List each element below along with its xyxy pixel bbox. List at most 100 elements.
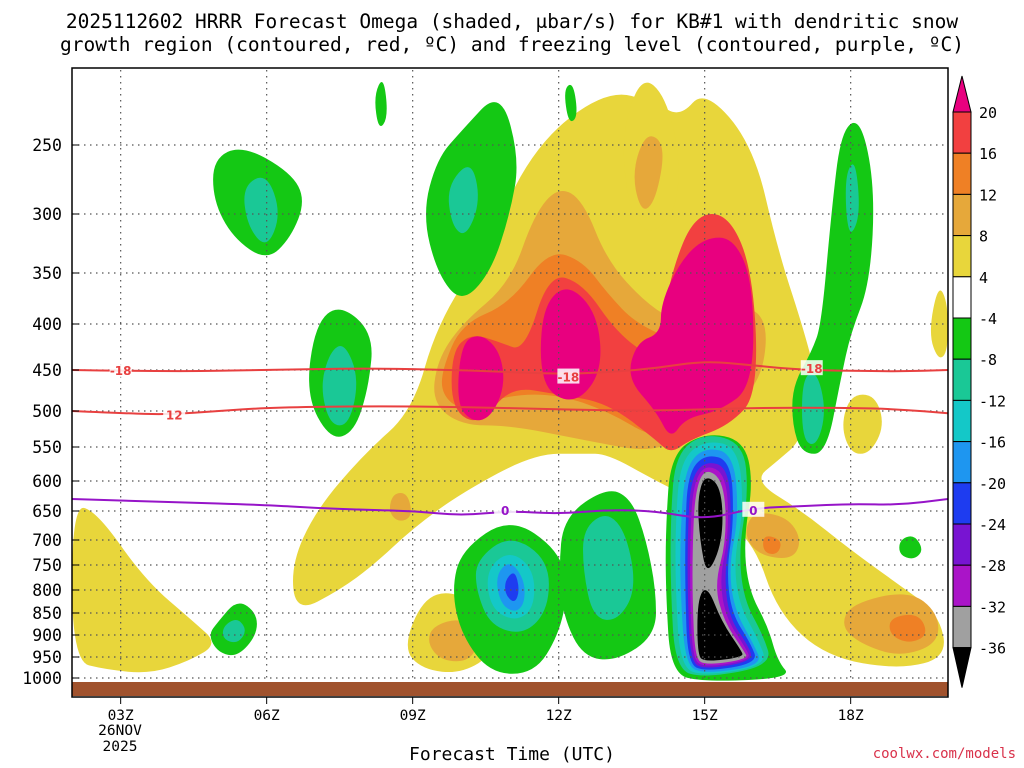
- contour-label-1: 12: [166, 409, 183, 423]
- y-tick-label-850: 850: [32, 604, 62, 623]
- terrain-ground: [72, 682, 948, 696]
- grid-layer: [72, 70, 948, 682]
- omega-region-15: [889, 614, 926, 642]
- omega-region-50: [697, 590, 743, 661]
- omega-region-12: [389, 493, 411, 521]
- x-tick-label-12Z: 12Z: [546, 708, 572, 724]
- x-tick-label-09Z: 09Z: [400, 708, 426, 724]
- contour-label-2: -18: [558, 371, 580, 385]
- colorbar-swatch-3: [952, 193, 972, 237]
- omega-shading-layer: [72, 82, 948, 681]
- omega-region-30: [899, 536, 922, 559]
- omega-region-49: [698, 478, 723, 569]
- contour-label-bg-4: [494, 501, 517, 517]
- y-tick-label-600: 600: [32, 472, 62, 491]
- colorbar-label--24: -24: [979, 516, 1006, 534]
- colorbar-swatch-7: [952, 358, 972, 401]
- colorbar-swatch-8: [952, 399, 972, 443]
- colorbar-swatch-12: [952, 564, 972, 607]
- colorbar-label--4: -4: [979, 310, 997, 328]
- y-tick-label-750: 750: [32, 556, 62, 575]
- chart-title-line2: growth region (contoured, red, ºC) and f…: [60, 33, 964, 56]
- y-tick-label-250: 250: [32, 136, 62, 155]
- colorbar-label--32: -32: [979, 598, 1006, 616]
- omega-region-9: [746, 513, 800, 558]
- colorbar-swatch-6: [952, 317, 972, 360]
- contour-label-bg-1: [163, 406, 186, 422]
- colorbar-label--12: -12: [979, 392, 1006, 410]
- omega-region-36: [583, 515, 634, 620]
- omega-region-19: [630, 237, 754, 434]
- y-tick-label-300: 300: [32, 205, 62, 224]
- contour-label-bg-0: [109, 362, 132, 377]
- omega-region-4: [72, 507, 212, 673]
- contour-label-bg-3: [800, 360, 823, 376]
- x-tick-label-15Z: 15Z: [692, 708, 718, 724]
- contour-dendritic-minus12: [72, 405, 948, 416]
- omega-region-31: [244, 177, 278, 243]
- colorbar-label-20: 20: [979, 104, 997, 122]
- colorbar-label-12: 12: [979, 186, 997, 204]
- colorbar-label-8: 8: [979, 228, 988, 246]
- contour-label-bg-2: [557, 368, 580, 384]
- colorbar-label-16: 16: [979, 145, 997, 163]
- colorbar: 20 16 12 8 4 -4 -8 -12 -16 -20 -24 -28 -32 -36: [952, 75, 1006, 688]
- omega-cross-section-chart: -18 12 -18 -18 0 0 250 300 350 400 450 500 550 600 65…: [22, 67, 1006, 724]
- colorbar-label--36: -36: [979, 640, 1006, 658]
- plot-frame: [71, 67, 949, 698]
- colorbar-label--20: -20: [979, 475, 1006, 493]
- y-tick-label-900: 900: [32, 626, 62, 645]
- contour-label-bg-5: [742, 501, 765, 517]
- credit-text: coolwx.com/models: [872, 746, 1016, 762]
- x-axis-ticks: 03Z 06Z 09Z 12Z 15Z 18Z: [108, 697, 864, 724]
- colorbar-swatch-14: [952, 647, 972, 688]
- omega-region-39: [845, 164, 859, 232]
- x-axis-title: Forecast Time (UTC): [409, 744, 615, 765]
- omega-region-29: [565, 84, 577, 122]
- contour-layer: -18 12 -18 -18 0 0: [72, 360, 948, 519]
- colorbar-swatch-0: [952, 75, 972, 113]
- y-tick-label-800: 800: [32, 581, 62, 600]
- contour-dendritic-minus18: [72, 361, 948, 375]
- chart-title-line1: 2025112602 HRRR Forecast Omega (shaded, …: [65, 10, 959, 33]
- omega-region-28: [375, 82, 387, 126]
- colorbar-swatch-5: [952, 276, 972, 319]
- omega-region-33: [448, 167, 478, 234]
- contour-label-4: 0: [501, 504, 509, 518]
- y-tick-label-1000: 1000: [22, 669, 62, 688]
- date-label-year: 2025: [102, 739, 138, 755]
- y-tick-label-650: 650: [32, 502, 62, 521]
- y-axis-ticks: 250 300 350 400 450 500 550 600 650 700 750 800 850 9…: [22, 136, 79, 688]
- colorbar-swatch-11: [952, 523, 972, 566]
- contour-label-3: -18: [801, 362, 823, 376]
- colorbar-label-4: 4: [979, 269, 988, 287]
- contour-label-0: -18: [110, 364, 132, 378]
- y-tick-label-500: 500: [32, 402, 62, 421]
- omega-region-17: [458, 336, 504, 421]
- colorbar-label--28: -28: [979, 557, 1006, 575]
- omega-region-44: [505, 573, 519, 602]
- y-tick-label-700: 700: [32, 531, 62, 550]
- colorbar-swatch-9: [952, 441, 972, 484]
- colorbar-swatch-10: [952, 482, 972, 525]
- x-tick-label-18Z: 18Z: [838, 708, 864, 724]
- contour-freezing-level: [72, 498, 948, 519]
- y-tick-label-550: 550: [32, 438, 62, 457]
- y-tick-label-950: 950: [32, 648, 62, 667]
- omega-region-18: [540, 289, 601, 400]
- y-tick-label-400: 400: [32, 315, 62, 334]
- colorbar-swatch-4: [952, 235, 972, 278]
- x-tick-label-03Z: 03Z: [108, 708, 134, 724]
- colorbar-swatch-13: [952, 605, 972, 649]
- colorbar-label--8: -8: [979, 351, 997, 369]
- colorbar-swatch-1: [952, 111, 972, 154]
- colorbar-label--16: -16: [979, 434, 1006, 452]
- colorbar-swatch-2: [952, 152, 972, 195]
- omega-region-34: [222, 620, 245, 643]
- x-tick-label-06Z: 06Z: [254, 708, 280, 724]
- omega-region-8: [634, 136, 663, 209]
- date-label-day: 26NOV: [98, 723, 142, 739]
- y-tick-label-450: 450: [32, 361, 62, 380]
- omega-region-3: [930, 290, 948, 358]
- omega-region-14: [763, 536, 781, 554]
